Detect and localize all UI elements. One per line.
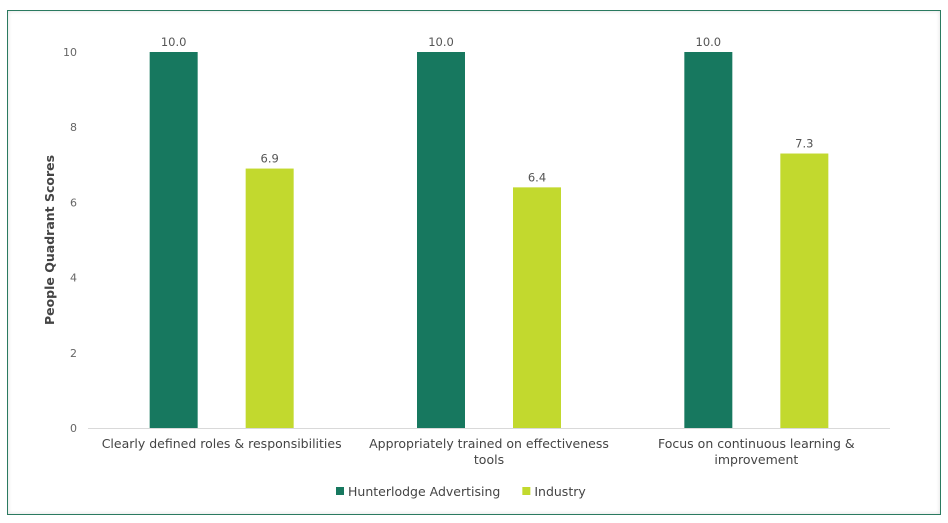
legend-swatch	[522, 487, 531, 495]
x-tick-label: improvement	[714, 452, 798, 467]
bar-hunterlodge	[684, 52, 733, 428]
bar-industry	[245, 168, 294, 428]
y-tick-label: 6	[70, 196, 77, 209]
y-axis-label: People Quadrant Scores	[42, 155, 57, 325]
bar-industry	[780, 153, 829, 428]
y-tick-label: 2	[70, 347, 77, 360]
x-tick-label: Focus on continuous learning &	[658, 436, 855, 451]
data-label: 10.0	[696, 35, 722, 49]
legend-swatch	[336, 487, 344, 495]
y-tick-label: 4	[70, 272, 77, 285]
data-label: 6.4	[528, 170, 546, 184]
y-tick-label: 0	[70, 422, 77, 435]
data-label: 10.0	[428, 35, 454, 49]
bar-hunterlodge	[149, 52, 198, 428]
x-tick-label: Clearly defined roles & responsibilities	[102, 436, 342, 451]
data-label: 10.0	[161, 35, 187, 49]
x-tick-label: Appropriately trained on effectiveness	[369, 436, 609, 451]
legend-label: Hunterlodge Advertising	[348, 484, 500, 499]
y-tick-label: 8	[70, 121, 77, 134]
bar-industry	[513, 187, 561, 428]
y-tick-label: 10	[63, 46, 77, 59]
x-tick-label: tools	[474, 452, 504, 467]
data-label: 6.9	[261, 152, 279, 166]
legend-label: Industry	[534, 484, 586, 499]
bar-hunterlodge	[417, 52, 465, 428]
data-label: 7.3	[795, 137, 813, 151]
